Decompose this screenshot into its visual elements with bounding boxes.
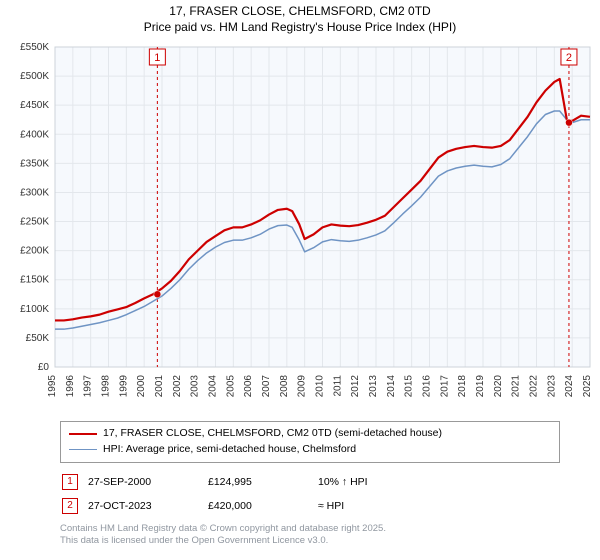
svg-text:2004: 2004 — [208, 375, 219, 398]
svg-text:1998: 1998 — [101, 375, 112, 398]
svg-text:2020: 2020 — [493, 375, 504, 398]
svg-text:2005: 2005 — [225, 375, 236, 398]
svg-text:1997: 1997 — [83, 375, 94, 398]
svg-text:2023: 2023 — [546, 375, 557, 398]
legend-item: 17, FRASER CLOSE, CHELMSFORD, CM2 0TD (s… — [69, 426, 551, 442]
sale-price: £124,995 — [208, 471, 316, 493]
svg-text:2013: 2013 — [368, 375, 379, 398]
svg-text:2002: 2002 — [172, 375, 183, 398]
svg-text:1999: 1999 — [118, 375, 129, 398]
sale-relative: ≈ HPI — [318, 495, 376, 517]
svg-text:2011: 2011 — [332, 375, 343, 397]
footer-line2: This data is licensed under the Open Gov… — [60, 535, 600, 547]
svg-text:£400K: £400K — [20, 129, 49, 140]
sales-table: 1 27-SEP-2000£124,99510% ↑ HPI 2 27-OCT-202… — [60, 469, 378, 519]
svg-text:2014: 2014 — [386, 375, 397, 398]
svg-text:2021: 2021 — [511, 375, 522, 398]
svg-text:2003: 2003 — [190, 375, 201, 398]
title-line1: 17, FRASER CLOSE, CHELMSFORD, CM2 0TD — [0, 4, 600, 20]
svg-text:2017: 2017 — [439, 375, 450, 398]
sale-relative: 10% ↑ HPI — [318, 471, 376, 493]
svg-text:£250K: £250K — [20, 217, 49, 228]
svg-text:£150K: £150K — [20, 275, 49, 286]
chart-title: 17, FRASER CLOSE, CHELMSFORD, CM2 0TD Pr… — [0, 0, 600, 37]
svg-text:£550K: £550K — [20, 42, 49, 53]
svg-text:£0: £0 — [38, 362, 50, 373]
svg-text:£350K: £350K — [20, 159, 49, 170]
legend-label: 17, FRASER CLOSE, CHELMSFORD, CM2 0TD (s… — [103, 426, 442, 442]
table-row: 2 27-OCT-2023£420,000≈ HPI — [62, 495, 376, 517]
svg-text:2016: 2016 — [422, 375, 433, 398]
svg-text:2025: 2025 — [582, 375, 593, 398]
svg-text:£300K: £300K — [20, 188, 49, 199]
title-line2: Price paid vs. HM Land Registry's House … — [0, 20, 600, 36]
svg-text:1: 1 — [154, 52, 160, 64]
sale-date: 27-SEP-2000 — [88, 471, 206, 493]
legend-item: HPI: Average price, semi-detached house,… — [69, 442, 551, 458]
svg-text:2019: 2019 — [475, 375, 486, 398]
svg-text:£100K: £100K — [20, 304, 49, 315]
sale-date: 27-OCT-2023 — [88, 495, 206, 517]
chart-svg: £0 £50K £100K £150K £200K £250K £300K £350K £400… — [0, 37, 600, 417]
legend: 17, FRASER CLOSE, CHELMSFORD, CM2 0TD (s… — [60, 421, 560, 463]
svg-text:2000: 2000 — [136, 375, 147, 398]
table-row: 1 27-SEP-2000£124,99510% ↑ HPI — [62, 471, 376, 493]
svg-text:2008: 2008 — [279, 375, 290, 398]
svg-text:1995: 1995 — [47, 375, 58, 398]
svg-text:2001: 2001 — [154, 375, 165, 398]
svg-text:£450K: £450K — [20, 100, 49, 111]
footer-attribution: Contains HM Land Registry data © Crown c… — [60, 523, 600, 548]
svg-text:2: 2 — [566, 52, 572, 64]
sale-marker: 2 — [62, 498, 78, 514]
svg-text:£50K: £50K — [26, 333, 50, 344]
svg-text:2024: 2024 — [564, 375, 575, 398]
legend-swatch — [69, 433, 97, 435]
svg-text:£500K: £500K — [20, 71, 49, 82]
footer-line1: Contains HM Land Registry data © Crown c… — [60, 523, 600, 535]
sale-marker: 1 — [62, 474, 78, 490]
svg-text:2022: 2022 — [529, 375, 540, 398]
svg-text:2012: 2012 — [350, 375, 361, 398]
svg-text:2018: 2018 — [457, 375, 468, 398]
svg-text:2006: 2006 — [243, 375, 254, 398]
chart-area: £0 £50K £100K £150K £200K £250K £300K £350K £400… — [0, 37, 600, 417]
svg-text:2009: 2009 — [297, 375, 308, 398]
svg-text:1996: 1996 — [65, 375, 76, 398]
legend-swatch — [69, 449, 97, 450]
svg-text:2010: 2010 — [315, 375, 326, 398]
svg-text:£200K: £200K — [20, 246, 49, 257]
svg-text:2007: 2007 — [261, 375, 272, 398]
sale-price: £420,000 — [208, 495, 316, 517]
svg-text:2015: 2015 — [404, 375, 415, 398]
legend-label: HPI: Average price, semi-detached house,… — [103, 442, 356, 458]
